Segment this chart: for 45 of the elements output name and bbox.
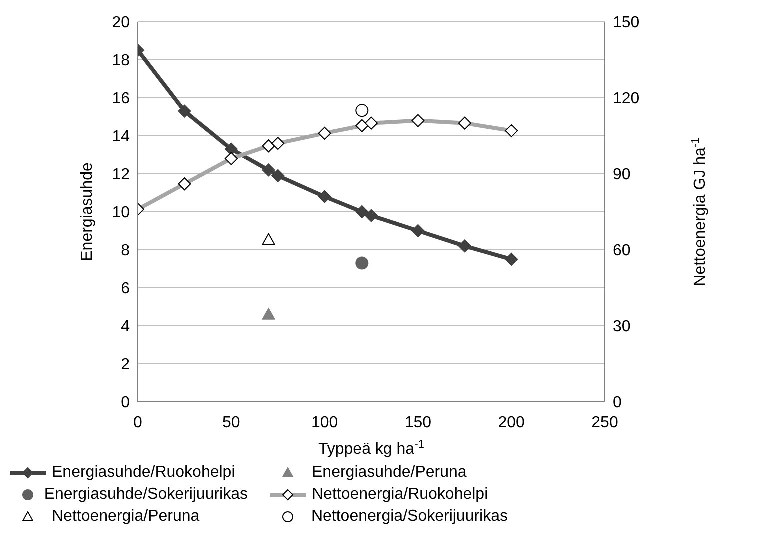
- y2-tick-label: 150: [613, 14, 640, 32]
- y2-tick-label: 60: [613, 242, 631, 260]
- y-tick-label: 16: [112, 90, 130, 108]
- y-tick-label: 10: [112, 204, 130, 222]
- y-tick-label: 2: [121, 356, 130, 374]
- legend-label: Energiasuhde/Ruokohelpi: [52, 464, 236, 482]
- point: [365, 209, 378, 222]
- y-tick-label: 14: [112, 128, 130, 146]
- legend-label: Energiasuhde/Peruna: [312, 464, 467, 482]
- x-tick-label: 200: [498, 414, 526, 432]
- point: [224, 142, 238, 156]
- y-tick-label: 4: [121, 318, 130, 336]
- y2-tick-label: 30: [613, 318, 631, 336]
- y-tick-label: 8: [121, 242, 130, 260]
- point: [318, 190, 332, 204]
- x-tick-label: 100: [311, 414, 338, 432]
- y-tick-label: 18: [112, 52, 130, 70]
- y-tick-label: 12: [112, 166, 130, 184]
- point: [412, 224, 425, 238]
- legend-label: Nettoenergia/Ruokohelpi: [312, 486, 488, 504]
- y-axis-title: Energiasuhde: [79, 162, 96, 262]
- point: [356, 206, 369, 218]
- x-tick-label: 150: [404, 414, 432, 432]
- y2-tick-label: 90: [613, 166, 631, 184]
- x-axis-title: Typpeä kg ha$^{-1}$: [318, 439, 425, 458]
- point: [178, 104, 192, 118]
- point: [262, 164, 276, 177]
- point: [505, 253, 518, 266]
- x-tick-label: 50: [222, 414, 240, 432]
- point: [262, 233, 276, 246]
- y-tick-label: 0: [121, 394, 130, 412]
- legend-label: Nettoenergia/Peruna: [52, 508, 200, 526]
- y2-tick-label: 0: [613, 394, 622, 412]
- y-tick-label: 6: [121, 280, 130, 298]
- y2-tick-label: 120: [613, 90, 640, 108]
- point: [262, 308, 276, 320]
- legend-label: Nettoenergia/Sokerijuurikas: [311, 508, 508, 526]
- y-tick-label: 20: [112, 14, 130, 32]
- point: [356, 256, 369, 270]
- x-tick-label: 0: [134, 414, 143, 432]
- point: [458, 240, 472, 253]
- x-tick-label: 250: [592, 414, 618, 432]
- point: [356, 104, 369, 118]
- legend-label: Energiasuhde/Sokerijuurikas: [44, 486, 248, 504]
- point: [272, 169, 285, 182]
